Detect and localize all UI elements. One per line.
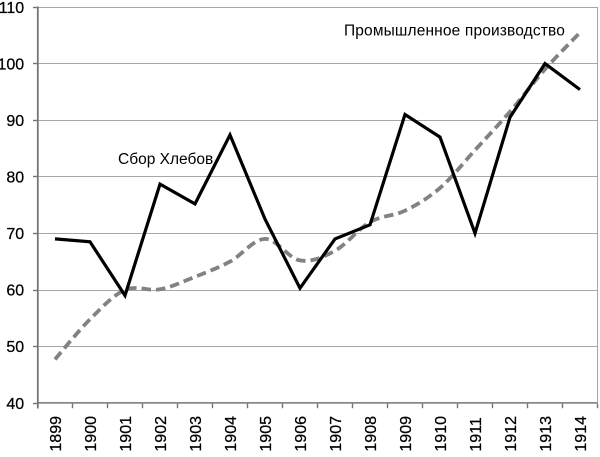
svg-text:1900: 1900 [83, 416, 100, 452]
svg-text:1911: 1911 [468, 417, 485, 452]
svg-text:1907: 1907 [328, 416, 345, 452]
svg-text:Промышленное производство: Промышленное производство [344, 23, 565, 40]
svg-text:100: 100 [0, 56, 24, 73]
svg-text:1912: 1912 [503, 416, 520, 452]
svg-text:70: 70 [6, 226, 24, 243]
svg-text:1913: 1913 [538, 416, 555, 452]
svg-text:1906: 1906 [293, 416, 310, 452]
svg-text:1902: 1902 [153, 416, 170, 452]
svg-text:80: 80 [6, 170, 24, 187]
svg-text:1908: 1908 [363, 416, 380, 452]
svg-text:90: 90 [6, 113, 24, 130]
svg-text:50: 50 [6, 339, 24, 356]
svg-text:1899: 1899 [48, 416, 65, 452]
svg-text:1909: 1909 [398, 416, 415, 452]
svg-text:110: 110 [0, 0, 24, 17]
svg-text:1914: 1914 [573, 416, 590, 452]
svg-text:1904: 1904 [223, 416, 240, 452]
svg-text:Сбор Хлебов: Сбор Хлебов [118, 151, 213, 168]
svg-text:60: 60 [6, 283, 24, 300]
svg-text:40: 40 [6, 396, 24, 413]
svg-text:1901: 1901 [118, 416, 135, 452]
svg-text:1903: 1903 [188, 416, 205, 452]
svg-text:1910: 1910 [433, 416, 450, 452]
svg-text:1905: 1905 [258, 416, 275, 452]
